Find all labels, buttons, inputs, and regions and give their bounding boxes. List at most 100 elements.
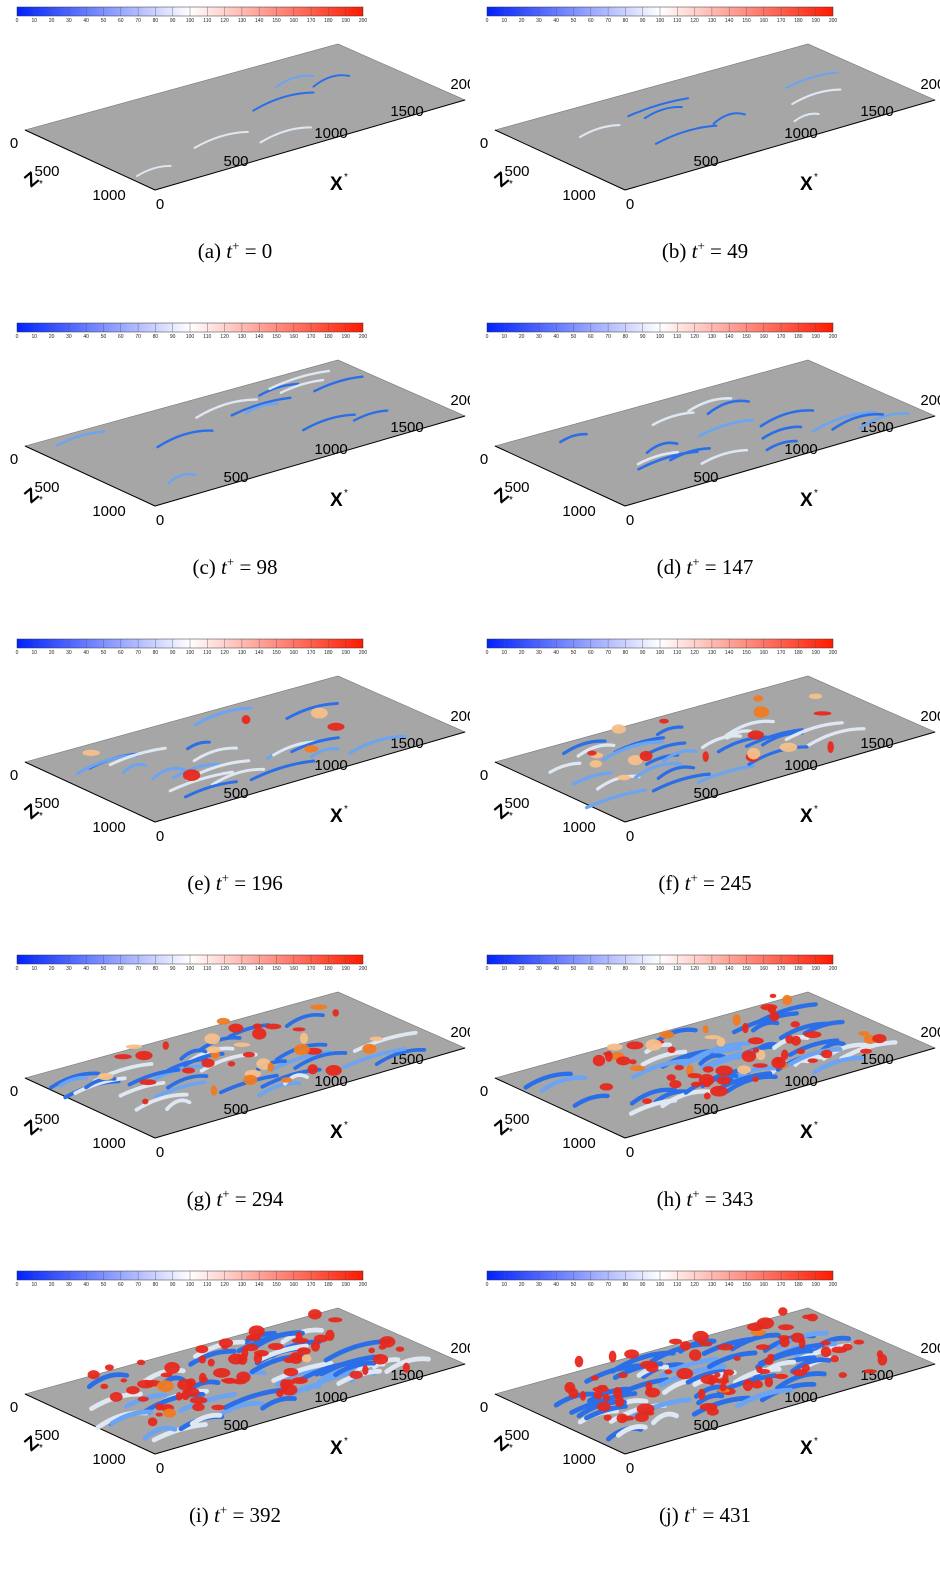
vortex-blob (603, 1414, 612, 1421)
vortex-tube (374, 1047, 427, 1067)
vortex-tube (700, 734, 742, 750)
vortex-tube (630, 1058, 691, 1080)
colorbar-tick-label: 40 (553, 966, 559, 972)
colorbar-tick-label: 30 (536, 650, 542, 656)
vortex-blob (756, 1317, 775, 1330)
colorbar-tick-label: 130 (238, 334, 247, 340)
x-axis-label-star: * (814, 172, 818, 183)
subfigure-label: (j) (658, 1503, 685, 1527)
vortex-blob (283, 1367, 299, 1377)
vortex-blob (304, 745, 319, 753)
subfigure-caption: (b) t+ = 49 (470, 238, 940, 264)
vortex-tube (108, 746, 167, 767)
colorbar-tick-label: 60 (118, 650, 124, 656)
vortex-blob (617, 774, 631, 781)
vortex-tube (293, 1051, 348, 1070)
vortex-tube (134, 1092, 189, 1112)
subfigure-caption: (j) t+ = 431 (470, 1502, 940, 1528)
colorbar-tick-label: 70 (135, 966, 141, 972)
vortex-blob (752, 1047, 760, 1053)
subfigure-caption: (d) t+ = 147 (470, 554, 940, 580)
vortex-tube (290, 736, 340, 754)
time-value: = 392 (227, 1503, 282, 1527)
vortex-blob (100, 1383, 109, 1390)
vortex-tube (651, 772, 711, 793)
vortex-blob (699, 1402, 718, 1411)
x-tick-label: 500 (693, 785, 718, 802)
vortex-blob (608, 1350, 617, 1363)
vortex-blob (307, 1064, 318, 1075)
vortex-blob (246, 1334, 261, 1341)
vortex-blob (613, 1387, 623, 1399)
vortex-blob (82, 749, 100, 756)
vortex-tube (313, 375, 364, 393)
time-superscript: + (232, 238, 240, 253)
vortex-tube (616, 1424, 648, 1438)
time-value: = 98 (234, 555, 278, 579)
z-axis-label-star: * (509, 179, 513, 190)
time-value: = 431 (697, 1503, 752, 1527)
vortex-blob (402, 1362, 410, 1373)
x-tick-label: 500 (223, 785, 248, 802)
colorbar-tick-label: 160 (290, 650, 299, 656)
colorbar-tick-label: 60 (118, 1282, 124, 1288)
vortex-blob (241, 715, 251, 725)
colorbar-tick-label: 150 (742, 334, 751, 340)
vortex-tube (271, 1360, 334, 1383)
vortex-tube (569, 1391, 638, 1415)
colorbar-tick-label: 100 (186, 334, 195, 340)
vortex-tube (249, 759, 316, 782)
z-axis-label-star: * (509, 1443, 513, 1454)
vortex-blob (264, 1023, 282, 1030)
colorbar-tick-label: 40 (83, 334, 89, 340)
z-tick-label: 1000 (92, 187, 125, 204)
x-tick-label: 0 (626, 1460, 634, 1477)
vortex-blob (368, 1347, 375, 1354)
colorbar-tick-label: 70 (605, 1282, 611, 1288)
vortex-blob (697, 1388, 706, 1400)
vortex-blob (283, 1357, 295, 1364)
vortex-blob (645, 1039, 662, 1051)
vortex-tube (198, 1035, 242, 1052)
vortex-blob (198, 1355, 207, 1364)
colorbar-tick-label: 120 (690, 18, 699, 24)
vortex-blob (325, 1065, 342, 1076)
figure-panel: 0 10 20 30 40 50 60 70 80 90 100 110 120 130 140 150 160… (0, 948, 470, 1264)
colorbar-tick-label: 50 (571, 650, 577, 656)
vortex-blob (698, 1341, 713, 1347)
z-tick-label: 0 (10, 1399, 18, 1416)
x-axis-line (154, 415, 466, 507)
vortex-tube (156, 429, 214, 449)
vortex-blob (147, 1417, 158, 1427)
vortex-tube (210, 767, 266, 787)
time-superscript: + (689, 1502, 698, 1517)
colorbar-tick-label: 190 (342, 966, 351, 972)
z-tick-label: 0 (10, 135, 18, 152)
colorbar-tick-label: 50 (101, 334, 107, 340)
colorbar-tick-label: 50 (571, 1282, 577, 1288)
vortex-blob (688, 1349, 702, 1361)
vortex-panel-plot: 0 10 20 30 40 50 60 70 80 90 100 110 120 130 140 150 160… (480, 1270, 940, 1477)
x-tick-label: 1000 (784, 441, 817, 458)
vortex-tube (643, 105, 683, 120)
z-tick-label: 500 (504, 795, 529, 812)
subfigure-caption: (i) t+ = 392 (0, 1502, 470, 1528)
colorbar-tick-label: 180 (324, 1282, 333, 1288)
z-tick-label: 1000 (562, 1135, 595, 1152)
vortex-blob (155, 1412, 163, 1417)
colorbar-tick-label: 180 (794, 18, 803, 24)
vortex-tube (166, 1074, 209, 1090)
subfigure-caption: (g) t+ = 294 (0, 1186, 470, 1212)
colorbar-tick-label: 30 (66, 334, 72, 340)
vortex-tube (179, 1048, 208, 1061)
colorbar-tick-label: 0 (16, 18, 19, 24)
vortex-blob (807, 1058, 818, 1063)
colorbar-tick-label: 100 (656, 334, 665, 340)
vortex-tube (562, 739, 607, 756)
colorbar-tick-label: 150 (272, 966, 281, 972)
vortex-blob (182, 1067, 196, 1074)
colorbar-tick-label: 100 (656, 650, 665, 656)
colorbar-tick-label: 30 (536, 334, 542, 340)
colorbar-tick-label: 60 (588, 18, 594, 24)
x-axis-line (154, 1363, 466, 1455)
